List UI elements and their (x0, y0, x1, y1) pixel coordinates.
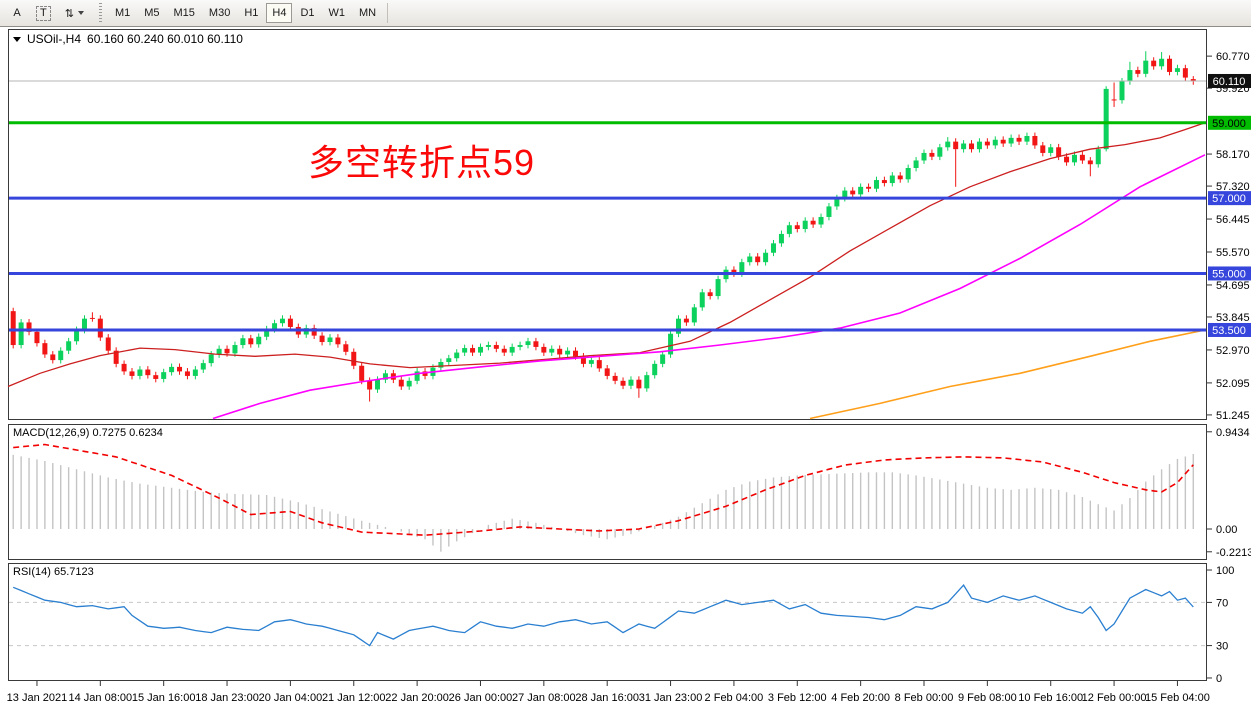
svg-text:53.500: 53.500 (1212, 325, 1246, 337)
price-badge-55.000: 55.000 (1208, 266, 1251, 281)
svg-text:59.000: 59.000 (1212, 118, 1246, 130)
annotation-letter-icon: A (13, 7, 21, 19)
svg-text:18 Jan 23:00: 18 Jan 23:00 (195, 692, 259, 704)
rsi-line (12, 584, 1194, 647)
price-badge-57.000: 57.000 (1208, 191, 1251, 206)
price-axis[interactable]: 60.77059.92058.17057.32056.44555.57054.6… (1207, 51, 1251, 685)
svg-text:20 Jan 04:00: 20 Jan 04:00 (259, 692, 323, 704)
chart-annotation-text[interactable]: 多空转折点59 (308, 142, 536, 183)
svg-text:0: 0 (1216, 673, 1222, 685)
ohlc-values: 60.160 60.240 60.010 60.110 (87, 32, 243, 46)
toolbar: A T ⇅ M1 M5 M15 M30 H1 H4 D1 W1 MN (0, 0, 1251, 27)
svg-text:52.095: 52.095 (1216, 378, 1250, 390)
svg-text:60.770: 60.770 (1216, 51, 1250, 63)
svg-text:8 Feb 00:00: 8 Feb 00:00 (895, 692, 954, 704)
svg-text:55.570: 55.570 (1216, 247, 1250, 259)
svg-text:52.970: 52.970 (1216, 345, 1250, 357)
candlestick-series (10, 51, 1196, 402)
timeframe-button-h1[interactable]: H1 (238, 3, 264, 23)
svg-text:56.445: 56.445 (1216, 214, 1250, 226)
svg-text:14 Jan 08:00: 14 Jan 08:00 (69, 692, 133, 704)
svg-text:57.000: 57.000 (1212, 193, 1246, 205)
svg-text:0.00: 0.00 (1216, 524, 1237, 536)
svg-text:22 Jan 20:00: 22 Jan 20:00 (385, 692, 449, 704)
text-label-icon: T (36, 5, 51, 21)
timeframe-button-m15[interactable]: M15 (168, 3, 201, 23)
svg-text:26 Jan 00:00: 26 Jan 00:00 (449, 692, 513, 704)
annotation-letter-button[interactable]: A (6, 3, 28, 23)
svg-text:57.320: 57.320 (1216, 181, 1250, 193)
svg-text:30: 30 (1216, 641, 1228, 653)
svg-text:58.170: 58.170 (1216, 149, 1250, 161)
svg-text:54.695: 54.695 (1216, 280, 1250, 292)
price-badge-59.000: 59.000 (1208, 115, 1251, 130)
svg-text:15 Feb 04:00: 15 Feb 04:00 (1145, 692, 1210, 704)
toolbar-grip-handle[interactable] (98, 3, 102, 23)
svg-text:4 Feb 20:00: 4 Feb 20:00 (831, 692, 890, 704)
macd-pane-border (8, 424, 1207, 560)
svg-text:-0.2213: -0.2213 (1216, 547, 1251, 559)
timeframe-button-h4[interactable]: H4 (266, 3, 293, 23)
text-label-button[interactable]: T (30, 3, 57, 23)
svg-text:9 Feb 08:00: 9 Feb 08:00 (958, 692, 1017, 704)
timeframe-button-d1[interactable]: D1 (294, 3, 320, 23)
svg-text:15 Jan 16:00: 15 Jan 16:00 (132, 692, 196, 704)
rsi-pane-border (8, 563, 1207, 681)
ma-fast-red (7, 122, 1206, 388)
ma-slow-orange (809, 329, 1206, 420)
price-badge-53.500: 53.500 (1208, 322, 1251, 337)
symbol-period-label: USOil-,H4 (27, 32, 82, 46)
svg-text:12 Feb 00:00: 12 Feb 00:00 (1082, 692, 1147, 704)
object-arrange-icon: ⇅ (64, 7, 74, 20)
timeframe-button-mn[interactable]: MN (353, 3, 382, 23)
svg-text:55.000: 55.000 (1212, 268, 1246, 280)
chart-title: USOil-,H4 60.160 60.240 60.010 60.110 (13, 32, 243, 46)
ma-mid-magenta (212, 154, 1206, 420)
time-axis[interactable]: 13 Jan 2021 14 Jan 08:00 15 Jan 16:00 18 Ja… (7, 681, 1210, 704)
price-badge-60.110: 60.110 (1208, 73, 1251, 88)
svg-text:21 Jan 12:00: 21 Jan 12:00 (322, 692, 386, 704)
toolbar-separator (387, 3, 389, 23)
timeframe-buttons: M1 M5 M15 M30 H1 H4 D1 W1 MN (108, 3, 383, 23)
svg-text:51.245: 51.245 (1216, 410, 1250, 422)
timeframe-button-m5[interactable]: M5 (138, 3, 165, 23)
toolbar-tools: A T ⇅ (5, 3, 91, 23)
rsi-indicator-label: RSI(14) 65.7123 (13, 566, 94, 578)
dropdown-caret-icon (77, 11, 84, 15)
timeframe-button-m1[interactable]: M1 (109, 3, 136, 23)
svg-text:10 Feb 16:00: 10 Feb 16:00 (1018, 692, 1083, 704)
timeframe-button-w1[interactable]: W1 (323, 3, 352, 23)
timeframe-button-m30[interactable]: M30 (203, 3, 236, 23)
svg-text:3 Feb 12:00: 3 Feb 12:00 (768, 692, 827, 704)
symbol-dropdown-icon[interactable] (13, 36, 21, 42)
svg-text:60.110: 60.110 (1213, 76, 1246, 88)
svg-text:53.845: 53.845 (1216, 312, 1250, 324)
object-arrange-button[interactable]: ⇅ (59, 3, 90, 23)
macd-indicator-label: MACD(12,26,9) 0.7275 0.6234 (13, 427, 163, 439)
main-pane-border (8, 29, 1207, 420)
svg-text:27 Jan 08:00: 27 Jan 08:00 (512, 692, 576, 704)
svg-text:0.9434: 0.9434 (1216, 427, 1250, 439)
macd-signal-line (13, 443, 1194, 537)
svg-text:13 Jan 2021: 13 Jan 2021 (7, 692, 68, 704)
svg-text:31 Jan 23:00: 31 Jan 23:00 (639, 692, 703, 704)
svg-text:70: 70 (1216, 597, 1228, 609)
svg-text:2 Feb 04:00: 2 Feb 04:00 (705, 692, 764, 704)
svg-text:100: 100 (1216, 565, 1234, 577)
svg-text:28 Jan 16:00: 28 Jan 16:00 (575, 692, 639, 704)
